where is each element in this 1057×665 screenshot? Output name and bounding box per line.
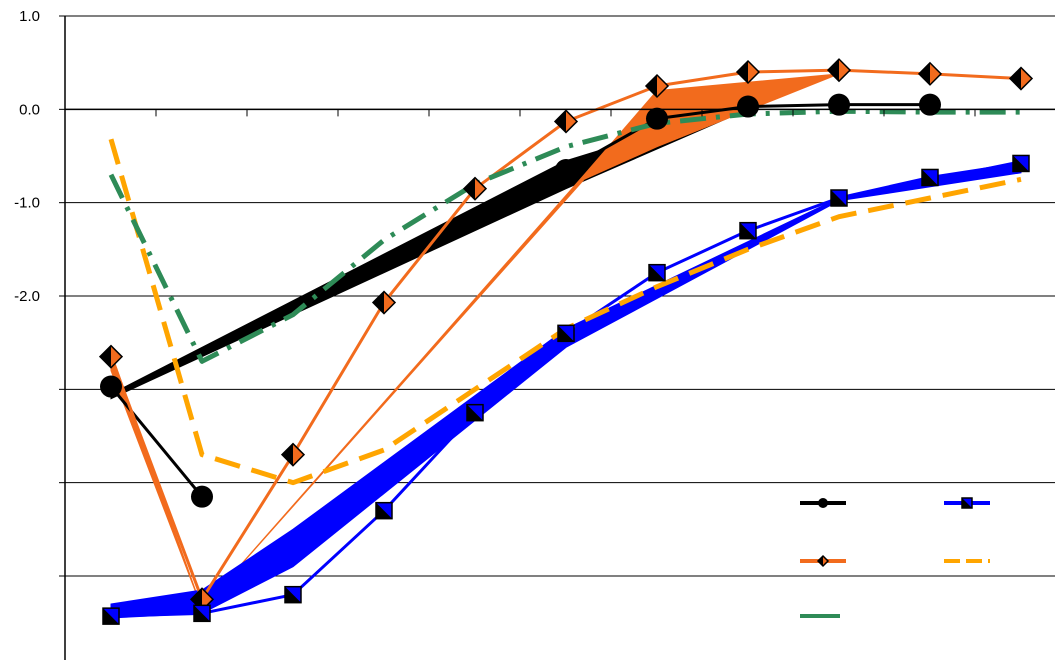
- series-line-4: [108, 108, 1021, 364]
- series-1-point: [280, 442, 306, 467]
- series-1-point: [644, 73, 670, 99]
- series-2-point: [648, 263, 666, 282]
- series-1-point: [371, 290, 397, 315]
- series-2-point: [921, 168, 939, 187]
- legend: [800, 497, 990, 618]
- series-0-point: [191, 485, 213, 508]
- legend-marker-1: [816, 554, 830, 568]
- series-2-point: [1012, 154, 1030, 173]
- square-half: [922, 169, 938, 186]
- diamond-left-half: [282, 443, 293, 466]
- series-0-point: [737, 95, 759, 118]
- square-half: [194, 605, 210, 622]
- y-tick-label: 0.0: [19, 101, 40, 118]
- diamond-left-half: [464, 177, 475, 200]
- series-0-point: [646, 107, 668, 130]
- diamond-left-half: [646, 75, 657, 97]
- y-tick-label: 1.0: [19, 8, 40, 25]
- y-tick-label: -2.0: [14, 288, 40, 305]
- series-1-point: [917, 61, 943, 86]
- series-bands: [110, 73, 1022, 619]
- series-2-point: [739, 221, 757, 240]
- series-1-point: [1008, 66, 1034, 91]
- series-2-point: [466, 403, 484, 422]
- square-half: [740, 222, 756, 239]
- gridlines: [65, 15, 1055, 577]
- square-half: [467, 404, 483, 421]
- square-half: [962, 498, 972, 508]
- diamond-left-half: [919, 62, 930, 85]
- square-half: [103, 608, 119, 625]
- series-1-point: [735, 59, 761, 85]
- series-1-point: [462, 176, 488, 201]
- diamond-left-half: [818, 556, 823, 566]
- series-markers: [98, 58, 1034, 625]
- series-2-point: [102, 607, 120, 625]
- series-0-point: [828, 93, 850, 116]
- axes: [59, 15, 1055, 660]
- square-half: [376, 502, 392, 519]
- series-1-point: [98, 344, 124, 369]
- series-1-point: [826, 58, 852, 83]
- series-0-point: [919, 93, 941, 116]
- series-line-0: [109, 385, 204, 498]
- diamond-left-half: [737, 61, 748, 83]
- series-2-point: [557, 324, 575, 343]
- legend-marker-2: [961, 497, 973, 509]
- y-tick-labels: 1.0 0.0 -1.0 -2.0: [14, 8, 40, 305]
- square-half: [649, 264, 665, 281]
- legend-marker-0: [818, 498, 828, 508]
- diamond-left-half: [828, 59, 839, 82]
- square-half: [285, 586, 301, 603]
- series-2-point: [284, 585, 302, 604]
- y-tick-label: -1.0: [14, 195, 40, 212]
- series-0-point: [555, 159, 577, 181]
- series-2-point: [193, 604, 211, 623]
- diamond-left-half: [100, 345, 111, 368]
- series-1-point: [553, 109, 579, 134]
- square-half: [1013, 155, 1029, 172]
- square-half: [558, 325, 574, 342]
- diamond-left-half: [1010, 67, 1021, 90]
- diamond-left-half: [555, 110, 566, 133]
- diamond-left-half: [373, 291, 384, 314]
- series-2-point: [830, 189, 848, 207]
- series-2-point: [375, 501, 393, 520]
- series-0-point: [100, 375, 122, 398]
- square-half: [831, 190, 847, 206]
